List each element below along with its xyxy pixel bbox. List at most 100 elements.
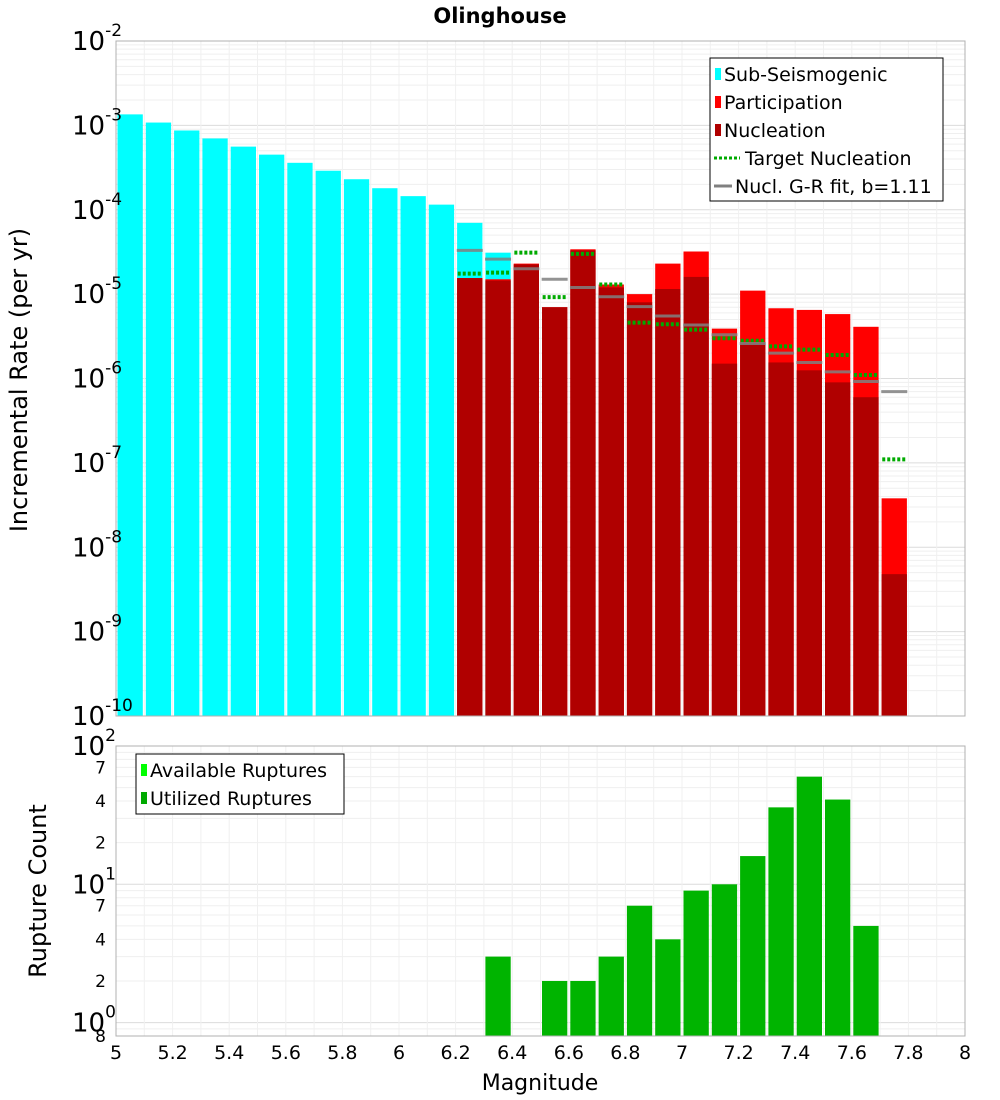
sub-seismogenic-bar — [428, 204, 455, 717]
x-tick-label: 7.4 — [780, 1042, 810, 1064]
y-tick-label: 10-8 — [72, 527, 122, 563]
y-tick-label: 10-7 — [72, 443, 122, 479]
nucleation-bar — [768, 362, 794, 716]
nucleation-bar — [825, 382, 851, 716]
legend-swatch — [715, 68, 721, 80]
y-minor-tick-label: 8 — [95, 1027, 106, 1047]
y-minor-tick-label: 4 — [95, 930, 106, 950]
nucleation-bar — [457, 278, 483, 716]
y-tick-label: 10-3 — [72, 105, 122, 141]
legend-label: Available Ruptures — [150, 760, 327, 782]
legend-label: Target Nucleation — [744, 148, 912, 170]
x-tick-label: 6.4 — [497, 1042, 527, 1064]
top-y-axis-label: Incremental Rate (per yr) — [5, 228, 33, 532]
sub-seismogenic-bar — [287, 162, 313, 716]
sub-seismogenic-bar — [259, 154, 285, 716]
nucleation-bar — [598, 287, 624, 716]
bottom-y-axis-label: Rupture Count — [24, 804, 52, 978]
y-tick-label: 10-6 — [72, 359, 122, 395]
sub-seismogenic-bar — [372, 188, 398, 717]
utilized-ruptures-bar — [485, 956, 511, 1036]
legend-swatch — [141, 764, 147, 776]
top-y-tick-labels: 10-10 10-9 10-8 10-7 10-6 10-5 10-4 10-3 10-2 — [72, 21, 133, 732]
x-tick-label: 7.8 — [893, 1042, 923, 1064]
legend-label: Nucl. G-R fit, b=1.11 — [735, 176, 932, 198]
sub-seismogenic-bar — [230, 146, 256, 716]
legend-label: Participation — [724, 92, 843, 114]
nucleation-bar — [796, 370, 822, 716]
top-marks — [117, 114, 908, 717]
top-plot-frame — [115, 40, 966, 717]
nucleation-bar — [683, 276, 709, 716]
y-tick-label: 101 — [72, 864, 116, 900]
utilized-ruptures-bar — [655, 939, 681, 1036]
nucleation-bar — [542, 307, 568, 716]
sub-seismogenic-bar — [174, 130, 200, 717]
nucleation-bar — [570, 250, 596, 717]
legend-box — [135, 753, 345, 815]
x-tick-label: 8 — [959, 1042, 971, 1064]
bottom-legend: Available Ruptures Utilized Ruptures — [135, 753, 345, 815]
y-minor-tick-label: 2 — [95, 834, 106, 854]
y-minor-tick-label: 7 — [95, 897, 106, 917]
y-tick-label: 10-5 — [72, 274, 122, 310]
bottom-y-tick-labels: 8 2 4 7 2 4 7 100 101 102 — [72, 726, 116, 1047]
x-tick-label: 5 — [110, 1042, 122, 1064]
y-tick-label: 10-2 — [72, 21, 122, 57]
legend-swatch — [715, 124, 721, 136]
y-minor-tick-label: 4 — [95, 792, 106, 812]
legend-label: Sub-Seismogenic — [724, 64, 888, 86]
utilized-ruptures-bar — [796, 776, 822, 1036]
legend-label: Utilized Ruptures — [150, 788, 312, 810]
utilized-ruptures-bar — [570, 980, 596, 1036]
top-legend: Sub-Seismogenic Participation Nucleation Ta… — [709, 57, 944, 202]
chart-title: Olinghouse — [433, 4, 566, 28]
x-tick-label: 6 — [393, 1042, 405, 1064]
y-tick-label: 10-4 — [72, 190, 122, 226]
nucleation-bar — [485, 280, 511, 716]
utilized-ruptures-bar — [598, 956, 624, 1036]
utilized-ruptures-bar — [626, 905, 653, 1036]
sub-seismogenic-bar — [400, 196, 426, 716]
nucleation-bar — [853, 397, 879, 716]
legend-swatch — [141, 792, 147, 804]
legend-swatch — [715, 96, 721, 108]
sub-seismogenic-bar — [343, 179, 370, 716]
x-tick-label: 5.2 — [157, 1042, 187, 1064]
sub-seismogenic-bar — [117, 114, 143, 716]
legend-box — [709, 57, 944, 202]
x-tick-label: 7.6 — [837, 1042, 867, 1064]
y-minor-tick-label: 7 — [95, 758, 106, 778]
utilized-ruptures-bar — [711, 884, 738, 1036]
x-tick-label: 6.8 — [610, 1042, 640, 1064]
x-tick-label: 7 — [676, 1042, 688, 1064]
utilized-ruptures-bar — [825, 799, 851, 1036]
nucleation-bar — [740, 343, 766, 716]
x-tick-label: 5.6 — [271, 1042, 301, 1064]
nucleation-bar — [655, 289, 681, 716]
x-tick-labels: 5 5.2 5.4 5.6 5.8 6 6.2 6.4 6.6 6.8 7 7.2 7.4 7.6 7.8 8 — [110, 1042, 971, 1064]
y-minor-tick-label: 2 — [95, 972, 106, 992]
x-tick-label: 6.6 — [554, 1042, 584, 1064]
utilized-ruptures-bar — [853, 925, 879, 1036]
sub-seismogenic-bar — [145, 122, 172, 716]
y-tick-label: 100 — [72, 1003, 116, 1039]
y-tick-label: 10-10 — [72, 696, 133, 732]
legend-label: Nucleation — [724, 120, 826, 142]
nucleation-bar — [626, 302, 653, 716]
bottom-plot-frame — [115, 745, 966, 1037]
utilized-ruptures-bar — [542, 980, 568, 1036]
nucleation-bar — [711, 363, 738, 716]
utilized-ruptures-bar — [683, 890, 709, 1036]
nucleation-bar — [513, 264, 539, 716]
x-tick-label: 7.2 — [723, 1042, 753, 1064]
x-tick-label: 6.2 — [440, 1042, 470, 1064]
nucleation-bar — [881, 574, 907, 716]
utilized-ruptures-bar — [740, 856, 766, 1036]
x-tick-label: 5.4 — [214, 1042, 244, 1064]
sub-seismogenic-bar — [315, 170, 341, 716]
x-tick-label: 5.8 — [327, 1042, 357, 1064]
x-axis-label: Magnitude — [482, 1071, 599, 1096]
